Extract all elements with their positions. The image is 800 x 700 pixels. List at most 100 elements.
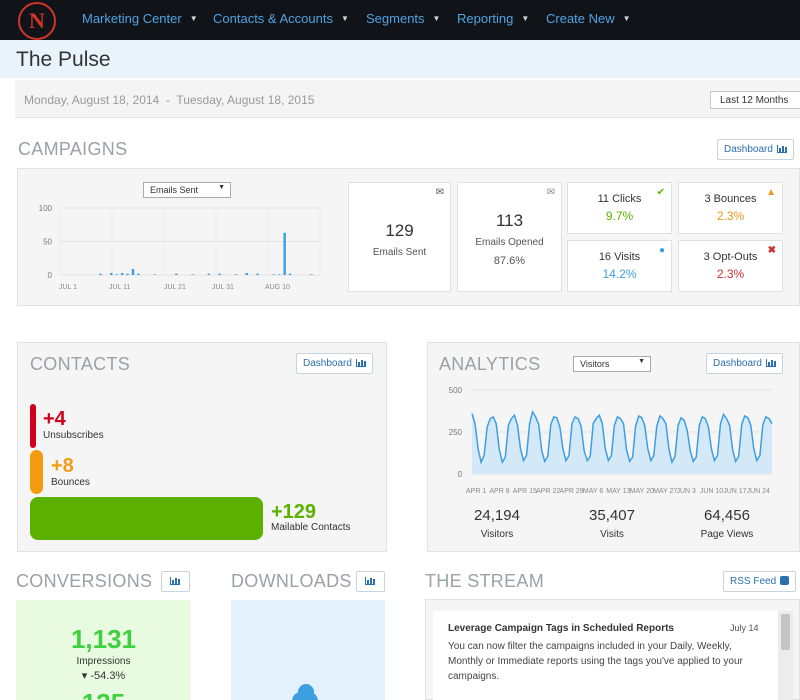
conversions-chart-button[interactable] — [161, 571, 190, 592]
stream-item — [433, 611, 778, 700]
page-views-label: Page Views — [700, 529, 754, 540]
globe-icon: ● — [658, 245, 665, 256]
visits-card[interactable]: ● 16 Visits 14.2% — [567, 240, 672, 292]
close-icon: ✖ — [767, 245, 776, 256]
page-views-value: 64,456 — [704, 507, 750, 524]
visits-percent: 14.2% — [602, 267, 637, 281]
date-filter-bar — [15, 80, 800, 118]
date-range-label: Monday, August 18, 2014 - Tuesday, Augus… — [24, 93, 315, 107]
analytics-title: ANALYTICS — [439, 354, 541, 374]
rss-label: RSS Feed — [730, 576, 777, 587]
emails-sent-label: Emails Sent — [372, 247, 427, 258]
mailable-contacts-value: +129 — [271, 501, 317, 523]
bar — [110, 272, 113, 275]
brand-logo[interactable]: N — [18, 2, 56, 40]
conversions-panel — [16, 600, 191, 700]
bar — [115, 274, 118, 275]
analytics-dashboard-button[interactable]: Dashboard — [706, 353, 783, 374]
x-tick-label: APR 1 — [466, 488, 486, 495]
y-tick-label: 100 — [39, 204, 53, 213]
mailable-contacts-label: Mailable Contacts — [271, 522, 351, 533]
y-tick-label: 250 — [449, 428, 463, 437]
x-tick-label: JUN 3 — [676, 488, 696, 495]
select-value: Emails Sent — [150, 185, 199, 195]
visitors-value: 24,194 — [474, 507, 520, 524]
bar — [153, 274, 156, 275]
stream-item-date: July 14 — [730, 623, 759, 633]
envelope-open-icon: ✉ — [546, 187, 555, 198]
contact-bounces-label: Bounces — [51, 477, 90, 488]
unsubscribes-value: +4 — [43, 408, 66, 430]
x-tick-label: JUL 31 — [212, 284, 234, 291]
caret-down-icon: ▼ — [622, 14, 631, 23]
visits-label: Visits — [600, 529, 624, 540]
clicks-card[interactable]: ✔ 11 Clicks 9.7% — [567, 182, 672, 234]
nav-item-contacts-accounts[interactable]: Contacts & Accounts ▼ — [213, 11, 349, 26]
visits-label: 16 Visits — [598, 251, 641, 263]
x-tick-label: AUG 10 — [265, 284, 290, 291]
nav-label: Contacts & Accounts — [213, 11, 333, 26]
emails-opened-label: Emails Opened — [475, 237, 544, 248]
x-tick-label: JUL 1 — [59, 284, 77, 291]
conversions-title: CONVERSIONS — [16, 571, 153, 591]
unsubscribes-label: Unsubscribes — [43, 430, 104, 441]
campaigns-metric-select[interactable]: Emails Sent ▼ — [143, 182, 231, 198]
campaigns-dashboard-button[interactable]: Dashboard — [717, 139, 794, 160]
y-tick-label: 0 — [48, 271, 53, 280]
x-tick-label: JUN 17 — [723, 488, 746, 495]
dashboard-label: Dashboard — [724, 144, 773, 155]
nav-label: Segments — [366, 11, 425, 26]
bar — [256, 273, 259, 275]
contacts-title: CONTACTS — [30, 354, 131, 374]
rss-feed-button[interactable]: RSS Feed — [723, 571, 797, 592]
cloud-icon — [288, 684, 322, 700]
x-tick-label: JUN 10 — [700, 488, 723, 495]
visitors-line — [471, 409, 773, 465]
campaigns-title: CAMPAIGNS — [18, 139, 128, 159]
emails-sent-card[interactable]: ✉ 129 Emails Sent — [348, 182, 451, 292]
stream-item-title[interactable]: Leverage Campaign Tags in Scheduled Repo… — [448, 623, 674, 634]
bar — [245, 272, 248, 275]
bar — [283, 232, 286, 275]
x-tick-label: JUN 24 — [747, 488, 770, 495]
warning-icon: ▲ — [766, 187, 776, 198]
analytics-metric-select[interactable]: Visitors ▼ — [573, 356, 651, 372]
y-tick-label: 0 — [458, 470, 463, 479]
bar-chart-icon — [776, 145, 787, 153]
second-metric-clip: 135 — [16, 688, 191, 700]
visitors-chart: 500 250 0 APR 1 APR 8 APR 15 APR 22 APR 29 MAY 6… — [449, 386, 773, 495]
nav-label: Reporting — [457, 11, 514, 26]
x-tick-label: MAY 13 — [606, 488, 630, 495]
bounces-percent: 2.3% — [716, 209, 745, 223]
nav-item-marketing-center[interactable]: Marketing Center ▼ — [82, 11, 198, 26]
bounces-card[interactable]: ▲ 3 Bounces 2.3% — [678, 182, 783, 234]
emails-sent-value: 129 — [385, 221, 414, 240]
contact-bounces-value: +8 — [51, 455, 74, 477]
period-select[interactable]: Last 12 Months — [710, 91, 800, 109]
check-icon: ✔ — [656, 187, 665, 198]
nav-label: Create New — [546, 11, 615, 26]
bar — [278, 274, 281, 275]
bar — [310, 274, 313, 275]
contacts-dashboard-button[interactable]: Dashboard — [296, 353, 373, 374]
x-tick-label: APR 15 — [513, 488, 537, 495]
second-metric-value: 135 — [16, 688, 191, 700]
bar — [131, 268, 135, 275]
top-navigation-bar — [0, 0, 800, 40]
emails-opened-card[interactable]: ✉ 113 Emails Opened 87.6% — [457, 182, 562, 292]
stream-scrollbar-thumb[interactable] — [781, 614, 790, 650]
opt-outs-label: 3 Opt-Outs — [703, 251, 758, 263]
mailable-contacts-bar — [30, 497, 263, 540]
downloads-chart-button[interactable] — [356, 571, 385, 592]
stream-item-body-line: Monthly or Immediate reports using the t… — [448, 656, 743, 667]
opt-outs-card[interactable]: ✖ 3 Opt-Outs 2.3% — [678, 240, 783, 292]
nav-item-reporting[interactable]: Reporting ▼ — [457, 11, 529, 26]
bar — [137, 273, 140, 275]
nav-item-create-new[interactable]: Create New ▼ — [546, 11, 631, 26]
unsubscribes-bar — [30, 404, 36, 448]
clicks-percent: 9.7% — [605, 209, 634, 223]
caret-down-icon: ▼ — [189, 14, 198, 23]
bar-chart-icon — [355, 359, 366, 367]
nav-item-segments[interactable]: Segments ▼ — [366, 11, 440, 26]
nav-label: Marketing Center — [82, 11, 182, 26]
